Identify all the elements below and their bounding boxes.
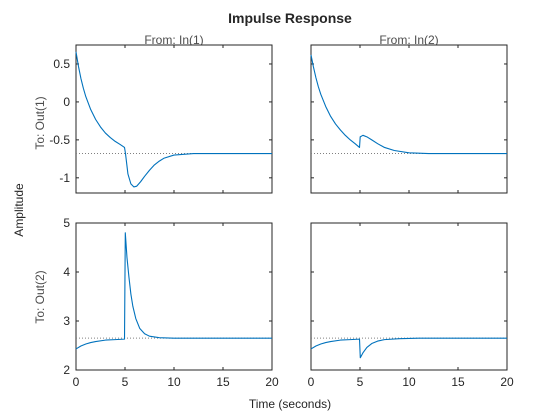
row-label-out1: To: Out(1) bbox=[33, 96, 47, 149]
x-axis-label: Time (seconds) bbox=[249, 397, 331, 411]
panel-2-1: 0 5 10 15 20 2 3 4 5 bbox=[63, 216, 279, 389]
x-tick-label: 0 bbox=[73, 375, 80, 389]
panel-1-1: 0.5 0 -0.5 -1 bbox=[49, 44, 273, 194]
plot-frame bbox=[310, 44, 508, 194]
y-tick-label: 3 bbox=[63, 314, 70, 328]
response-line bbox=[75, 232, 272, 350]
x-tick-label: 10 bbox=[402, 375, 416, 389]
y-tick-label: 5 bbox=[63, 216, 70, 230]
response-line bbox=[310, 337, 507, 359]
panel-2-2: 0 5 10 15 20 bbox=[308, 222, 514, 389]
y-tick-label: -1 bbox=[59, 171, 70, 185]
y-tick-label: -0.5 bbox=[49, 133, 70, 147]
y-axis-label: Amplitude bbox=[12, 183, 26, 237]
response-line bbox=[310, 54, 507, 155]
plot-frame bbox=[75, 222, 273, 371]
y-tick-label: 4 bbox=[63, 265, 70, 279]
x-tick-label: 15 bbox=[451, 375, 465, 389]
response-line bbox=[75, 51, 272, 188]
panel-1-2 bbox=[310, 44, 508, 194]
x-tick-label: 20 bbox=[500, 375, 514, 389]
x-tick-label: 0 bbox=[308, 375, 315, 389]
x-tick-label: 10 bbox=[167, 375, 181, 389]
y-tick-label: 0 bbox=[63, 95, 70, 109]
plot-grid: 0.5 0 -0.5 -1 0 5 10 15 20 2 3 4 5 0 5 10 15 20 bbox=[49, 44, 514, 389]
column-label-in1: From: In(1) bbox=[144, 33, 203, 47]
x-tick-label: 5 bbox=[122, 375, 129, 389]
plot-frame bbox=[75, 44, 273, 194]
x-tick-label: 15 bbox=[216, 375, 230, 389]
y-tick-label: 2 bbox=[63, 363, 70, 377]
x-tick-label: 20 bbox=[265, 375, 279, 389]
y-tick-label: 0.5 bbox=[53, 57, 70, 71]
chart-title: Impulse Response bbox=[228, 10, 352, 26]
plot-frame bbox=[310, 222, 508, 371]
x-tick-label: 5 bbox=[357, 375, 364, 389]
row-label-out2: To: Out(2) bbox=[33, 270, 47, 323]
column-label-in2: From: In(2) bbox=[379, 33, 438, 47]
